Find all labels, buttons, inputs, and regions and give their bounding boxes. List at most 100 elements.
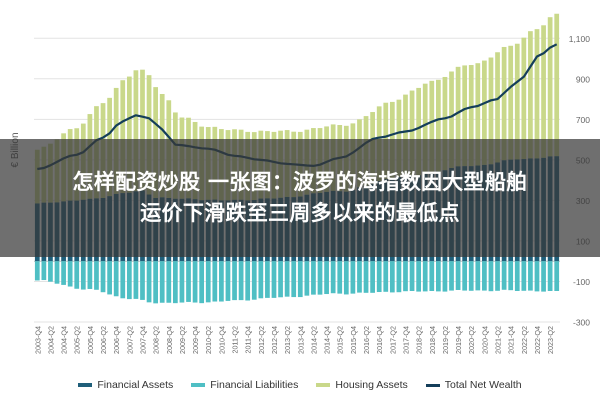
banner-line-1: 怎样配资炒股 一张图：波罗的海指数因大型船舶: [72, 170, 528, 194]
bar-financial-liabilities: [462, 261, 468, 291]
x-tick-label: 2021-Q2: [494, 326, 503, 354]
bar-financial-liabilities: [528, 261, 533, 291]
legend-swatch-financial-assets: [78, 383, 93, 387]
bar-financial-liabilities: [416, 261, 422, 292]
x-tick-label: 2014-Q2: [309, 326, 318, 354]
bar-financial-liabilities: [389, 261, 395, 293]
bar-financial-liabilities: [330, 261, 336, 294]
bar-financial-liabilities: [442, 261, 448, 292]
bar-housing-assets: [475, 63, 481, 166]
bar-financial-liabilities: [534, 261, 540, 292]
bar-financial-liabilities: [495, 261, 500, 291]
bar-financial-liabilities: [357, 261, 362, 293]
bar-financial-liabilities: [508, 261, 514, 291]
y-tick-label: 900: [576, 74, 590, 84]
x-tick-label: 2003-Q4: [33, 326, 42, 354]
bar-financial-liabilities: [34, 261, 40, 281]
bar-financial-liabilities: [396, 261, 402, 293]
bar-financial-liabilities: [159, 261, 165, 303]
bar-financial-liabilities: [475, 261, 481, 291]
x-tick-label: 2015-Q2: [336, 326, 345, 354]
x-tick-label: 2007-Q4: [138, 326, 147, 354]
bar-financial-liabilities: [205, 261, 211, 303]
bar-financial-liabilities: [514, 261, 520, 291]
bar-housing-assets: [455, 66, 461, 167]
bar-financial-liabilities: [199, 261, 205, 304]
x-tick-label: 2006-Q4: [112, 326, 121, 354]
y-tick-label: 700: [576, 115, 590, 125]
x-tick-label: 2006-Q2: [99, 326, 108, 354]
x-tick-label: 2019-Q2: [441, 326, 450, 354]
bar-financial-liabilities: [166, 261, 172, 303]
x-tick-label: 2009-Q2: [178, 326, 187, 354]
bar-housing-assets: [495, 52, 500, 163]
bar-financial-liabilities: [350, 261, 356, 294]
bar-financial-liabilities: [422, 261, 428, 292]
x-tick-label: 2020-Q4: [480, 326, 489, 354]
x-tick-label: 2017-Q4: [401, 326, 410, 354]
bar-financial-liabilities: [435, 261, 441, 292]
bar-financial-liabilities: [363, 261, 369, 293]
bar-housing-assets: [528, 31, 533, 159]
bar-financial-liabilities: [337, 261, 343, 294]
x-tick-label: 2013-Q2: [283, 326, 292, 354]
bar-housing-assets: [403, 94, 408, 176]
x-axis: 2003-Q4 2004-Q2 2004-Q4 2005-Q2 2005-Q4 2006-…: [33, 326, 555, 354]
x-tick-label: 2011-Q2: [231, 326, 240, 353]
y-tick-label: -300: [573, 318, 590, 328]
bar-financial-liabilities: [541, 261, 546, 292]
bar-financial-liabilities: [370, 261, 375, 293]
bar-financial-liabilities: [501, 261, 507, 290]
bar-housing-assets: [501, 46, 507, 161]
bar-financial-liabilities: [172, 261, 178, 304]
x-tick-label: 2014-Q4: [323, 326, 332, 354]
x-tick-label: 2010-Q4: [217, 326, 226, 354]
bar-financial-liabilities: [482, 261, 487, 291]
x-tick-label: 2019-Q4: [454, 326, 463, 354]
bar-financial-liabilities: [409, 261, 415, 291]
bar-financial-liabilities: [192, 261, 198, 303]
bar-financial-liabilities: [554, 261, 560, 291]
bar-financial-liabilities: [48, 261, 53, 282]
bar-financial-liabilities: [449, 261, 454, 291]
bar-financial-liabilities: [126, 261, 132, 300]
x-tick-label: 2022-Q4: [533, 326, 542, 354]
x-tick-label: 2018-Q2: [415, 326, 424, 354]
bar-financial-liabilities: [87, 261, 93, 289]
bar-housing-assets: [409, 90, 415, 176]
bar-housing-assets: [541, 25, 546, 158]
x-tick-label: 2018-Q4: [428, 326, 437, 354]
bar-housing-assets: [508, 45, 514, 160]
bar-financial-liabilities: [186, 261, 191, 302]
bar-housing-assets: [554, 13, 560, 157]
x-tick-label: 2012-Q2: [257, 326, 266, 354]
bar-financial-liabilities: [225, 261, 231, 301]
bar-housing-assets: [547, 17, 553, 157]
bar-housing-assets: [462, 65, 468, 167]
x-tick-label: 2011-Q4: [244, 326, 253, 353]
x-tick-label: 2021-Q4: [507, 326, 516, 354]
x-tick-label: 2016-Q4: [375, 326, 384, 354]
bar-financial-liabilities: [232, 261, 237, 301]
legend-item-housing-assets: Housing Assets: [316, 379, 408, 391]
legend-label-financial-assets: Financial Assets: [97, 379, 174, 391]
bar-housing-assets: [435, 79, 441, 172]
x-tick-label: 2013-Q4: [296, 326, 305, 354]
x-tick-label: 2005-Q4: [86, 326, 95, 354]
bar-financial-liabilities: [80, 261, 86, 290]
bar-financial-liabilities: [251, 261, 257, 300]
bar-housing-assets: [133, 70, 139, 192]
bar-financial-liabilities: [54, 261, 60, 284]
bar-financial-liabilities: [343, 261, 349, 295]
bar-financial-liabilities: [468, 261, 474, 291]
legend-swatch-housing-assets: [316, 383, 331, 387]
bar-financial-liabilities: [278, 261, 283, 298]
bar-financial-liabilities: [113, 261, 119, 297]
bar-financial-liabilities: [265, 261, 270, 298]
bar-financial-liabilities: [67, 261, 73, 287]
bar-financial-liabilities: [107, 261, 112, 295]
bar-housing-assets: [396, 99, 402, 178]
bar-housing-assets: [146, 75, 152, 195]
bar-financial-liabilities: [304, 261, 310, 296]
bar-financial-liabilities: [61, 261, 66, 285]
